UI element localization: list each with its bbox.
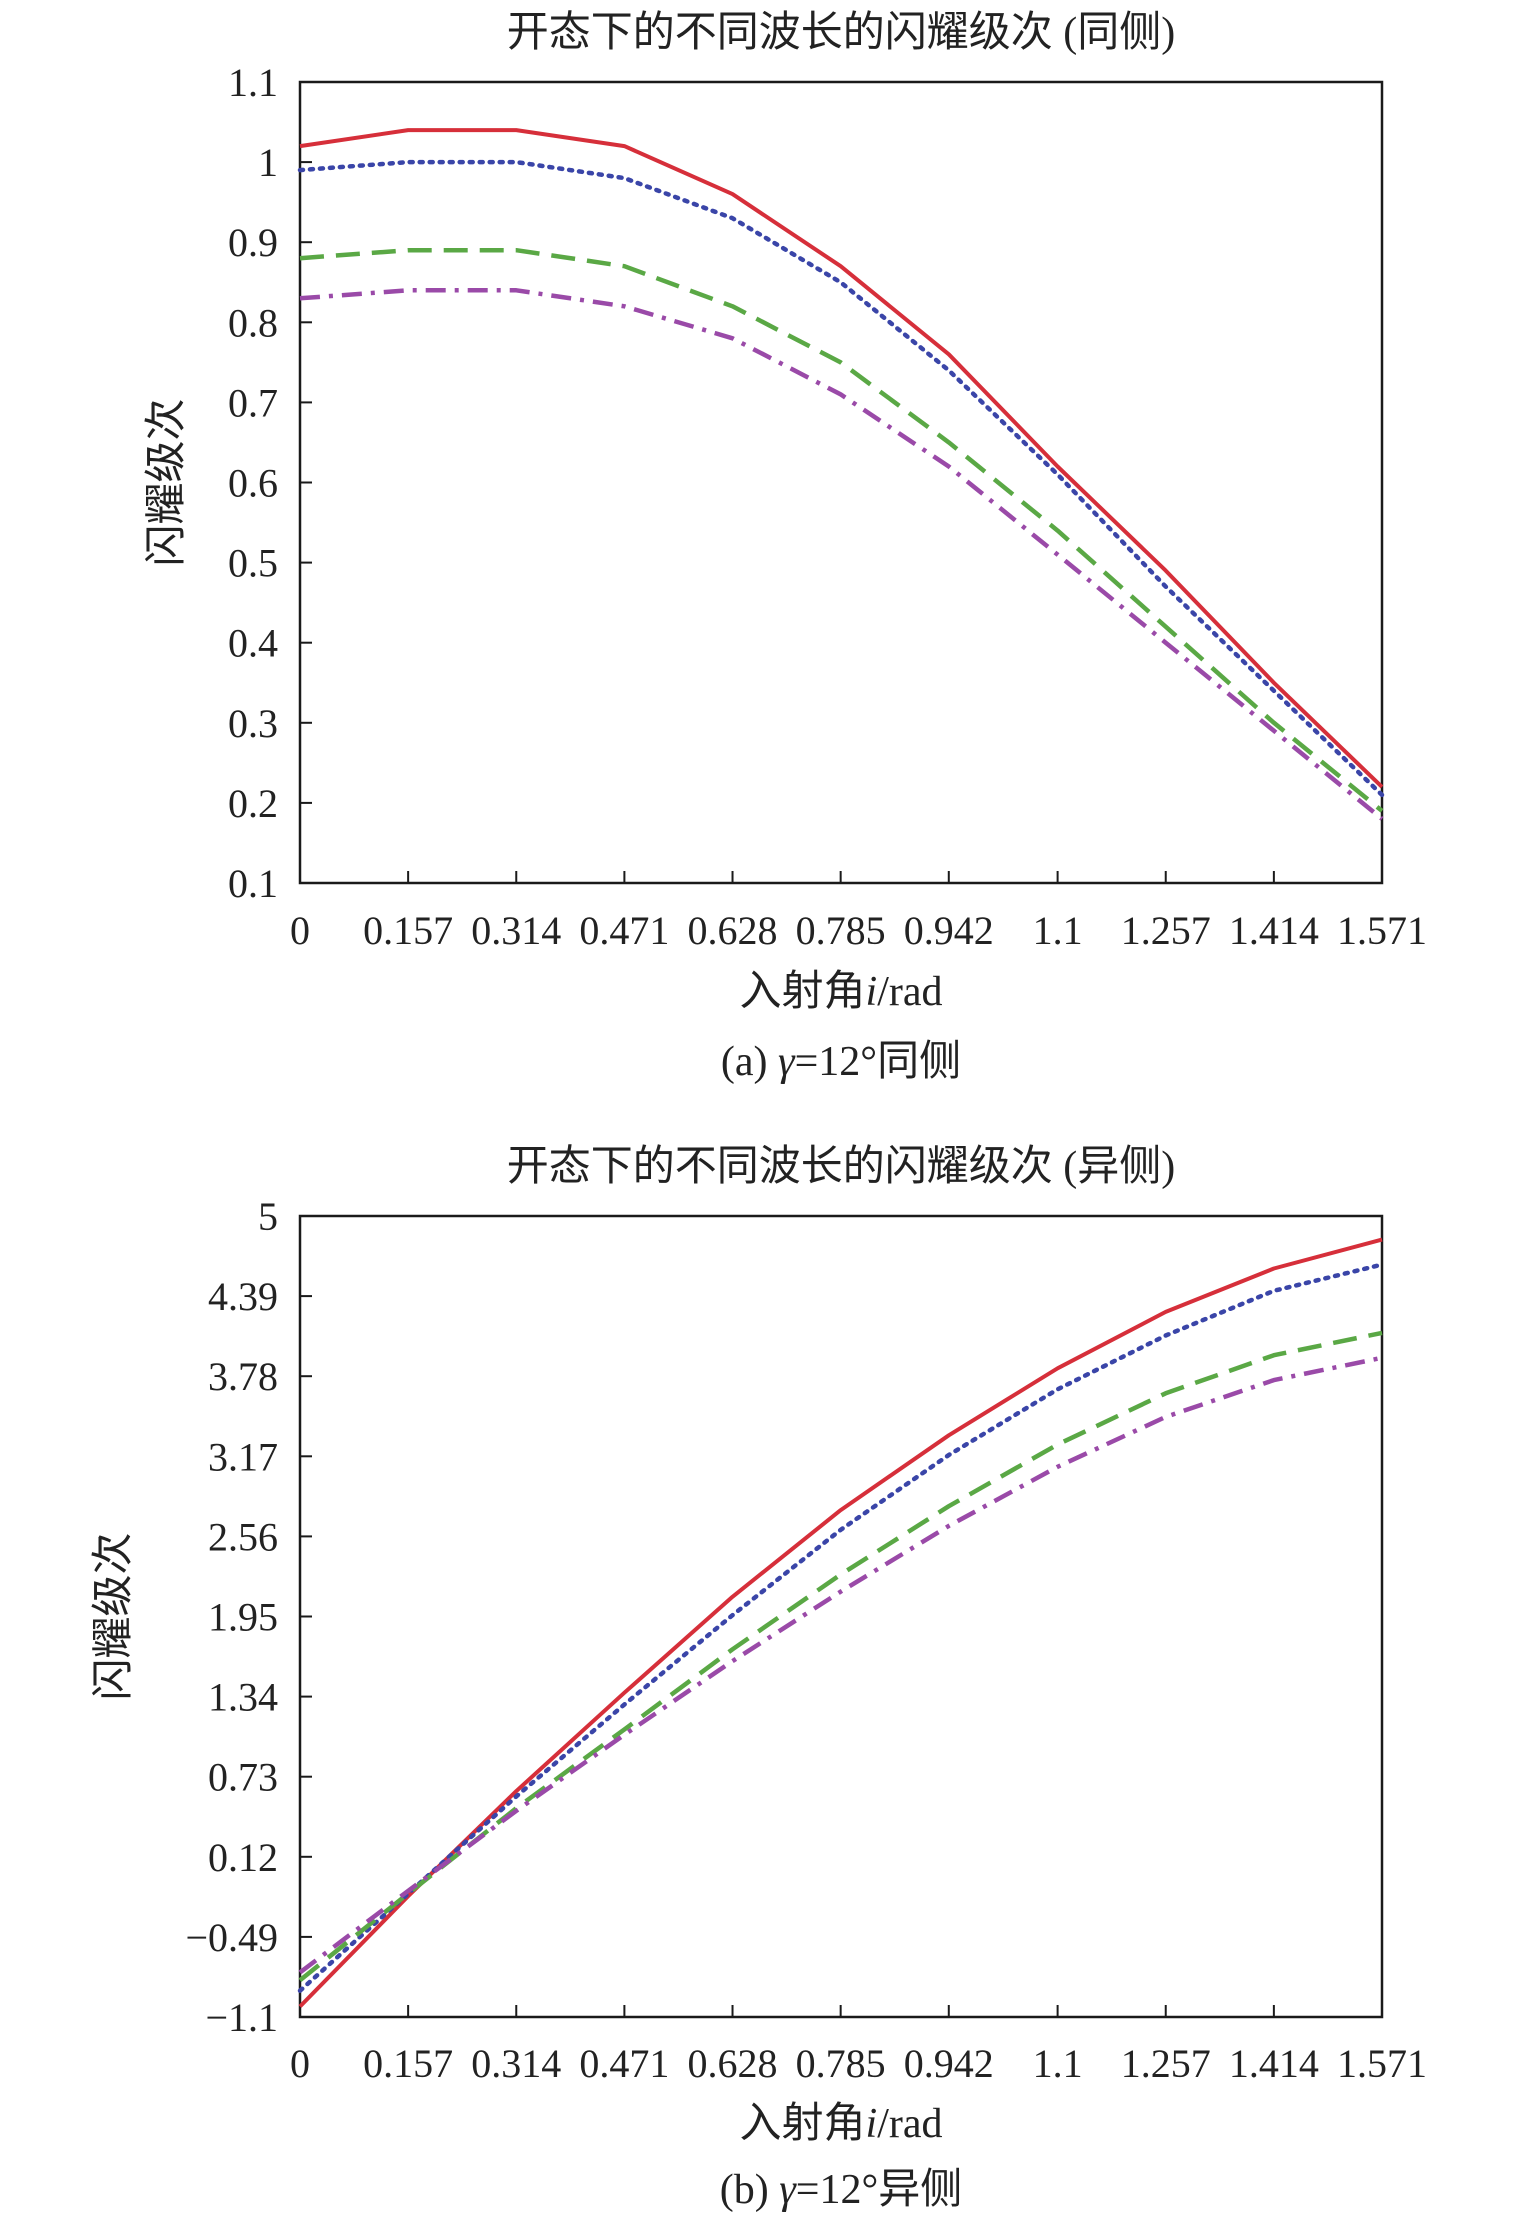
x-axis-label-variable: i bbox=[866, 969, 878, 1015]
chart-panel-b: 开态下的不同波长的闪耀级次 (异侧) 0 0.157 0.314 0.471 0.628 0… bbox=[91, 1144, 1427, 2213]
y-tick-label: 1.1 bbox=[228, 60, 278, 105]
x-tick-label: 0 bbox=[290, 908, 310, 953]
series-line-dashed bbox=[298, 1330, 1383, 1982]
chart-panel-a: 开态下的不同波长的闪耀级次 (同侧) 0 0.157 0.314 0.471 0.628 0… bbox=[144, 10, 1427, 1085]
x-tick-label: 0.628 bbox=[688, 908, 778, 953]
x-tick-label: 1.257 bbox=[1121, 2041, 1211, 2086]
series-line-dotted bbox=[297, 1262, 1385, 1993]
caption-variable: γ bbox=[779, 2167, 797, 2213]
x-axis-label-variable: i bbox=[866, 2101, 878, 2147]
x-tick-label: 1.571 bbox=[1337, 2041, 1427, 2086]
x-axis-label-unit: /rad bbox=[877, 2101, 942, 2147]
caption-variable: γ bbox=[778, 1039, 796, 1085]
x-tick-label: 0 bbox=[290, 2041, 310, 2086]
x-tick-label: 0.628 bbox=[688, 2041, 778, 2086]
y-tick-label: 1.95 bbox=[208, 1595, 278, 1640]
caption-rest: =12°同侧 bbox=[795, 1039, 961, 1085]
series-line-solid bbox=[299, 128, 1384, 789]
y-tick-label: 0.8 bbox=[228, 300, 278, 345]
figure-caption: (b) γ=12°异侧 bbox=[720, 2167, 963, 2213]
y-tick-label: 0.5 bbox=[228, 541, 278, 586]
series-line-dashdot bbox=[299, 288, 1384, 821]
x-tick-label: 0.157 bbox=[363, 2041, 453, 2086]
y-tick-label: 5 bbox=[258, 1194, 278, 1239]
x-tick-label: 0.157 bbox=[363, 908, 453, 953]
x-tick-label: 1.257 bbox=[1121, 908, 1211, 953]
caption-rest: =12°异侧 bbox=[796, 2167, 962, 2213]
y-tick-label: 0.4 bbox=[228, 621, 278, 666]
x-axis-label-unit: /rad bbox=[877, 969, 942, 1015]
x-tick-label: 0.942 bbox=[904, 2041, 994, 2086]
y-tick-label: 0.6 bbox=[228, 461, 278, 506]
x-tick-label: 1.1 bbox=[1033, 908, 1083, 953]
x-tick-label: 0.314 bbox=[471, 2041, 561, 2086]
caption-prefix: (b) bbox=[720, 2167, 779, 2213]
y-tick-label: 0.7 bbox=[228, 380, 278, 425]
y-tick-label: 0.12 bbox=[208, 1835, 278, 1880]
x-tick-label: 1.414 bbox=[1229, 908, 1319, 953]
x-tick-label: 0.785 bbox=[796, 2041, 886, 2086]
y-tick-label: 3.78 bbox=[208, 1354, 278, 1399]
y-axis-label: 闪耀级次 bbox=[91, 1532, 137, 1700]
y-tick-label: −0.49 bbox=[185, 1915, 278, 1960]
y-tick-label: 3.17 bbox=[208, 1434, 278, 1479]
series-line-dashed bbox=[299, 247, 1384, 813]
y-tick-label: 0.1 bbox=[228, 861, 278, 906]
series-line-dashdot bbox=[298, 1355, 1383, 1975]
chart-title: 开态下的不同波长的闪耀级次 (同侧) bbox=[507, 10, 1175, 56]
y-tick-label: 4.39 bbox=[208, 1274, 278, 1319]
y-tick-label: 0.9 bbox=[228, 220, 278, 265]
x-axis-label: 入射角i/rad bbox=[740, 2101, 943, 2147]
caption-prefix: (a) bbox=[721, 1039, 778, 1085]
y-tick-label: 0.3 bbox=[228, 701, 278, 746]
x-tick-label: 0.942 bbox=[904, 908, 994, 953]
y-tick-label: 2.56 bbox=[208, 1514, 278, 1559]
x-tick-label: 1.1 bbox=[1033, 2041, 1083, 2086]
y-tick-label: 1.34 bbox=[208, 1675, 278, 1720]
x-axis-label-main: 入射角 bbox=[740, 2101, 866, 2147]
x-tick-label: 0.471 bbox=[579, 908, 669, 953]
plot-frame bbox=[298, 80, 1384, 885]
x-axis-label-main: 入射角 bbox=[740, 969, 866, 1015]
chart-title: 开态下的不同波长的闪耀级次 (异侧) bbox=[507, 1144, 1175, 1190]
x-tick-label: 1.414 bbox=[1229, 2041, 1319, 2086]
series-line-solid bbox=[298, 1237, 1383, 2008]
y-tick-label: 0.73 bbox=[208, 1755, 278, 1800]
y-tick-label: 0.2 bbox=[228, 781, 278, 826]
x-tick-label: 1.571 bbox=[1337, 908, 1427, 953]
y-axis-label: 闪耀级次 bbox=[144, 398, 190, 566]
x-axis-label: 入射角i/rad bbox=[740, 969, 943, 1015]
y-tick-label: 1 bbox=[258, 140, 278, 185]
x-tick-label: 0.471 bbox=[579, 2041, 669, 2086]
y-tick-label: −1.1 bbox=[205, 1995, 278, 2040]
series-line-dotted bbox=[297, 159, 1385, 798]
plot-frame bbox=[298, 1214, 1384, 2019]
figure-caption: (a) γ=12°同侧 bbox=[721, 1039, 961, 1085]
x-tick-label: 0.314 bbox=[471, 908, 561, 953]
x-tick-label: 0.785 bbox=[796, 908, 886, 953]
